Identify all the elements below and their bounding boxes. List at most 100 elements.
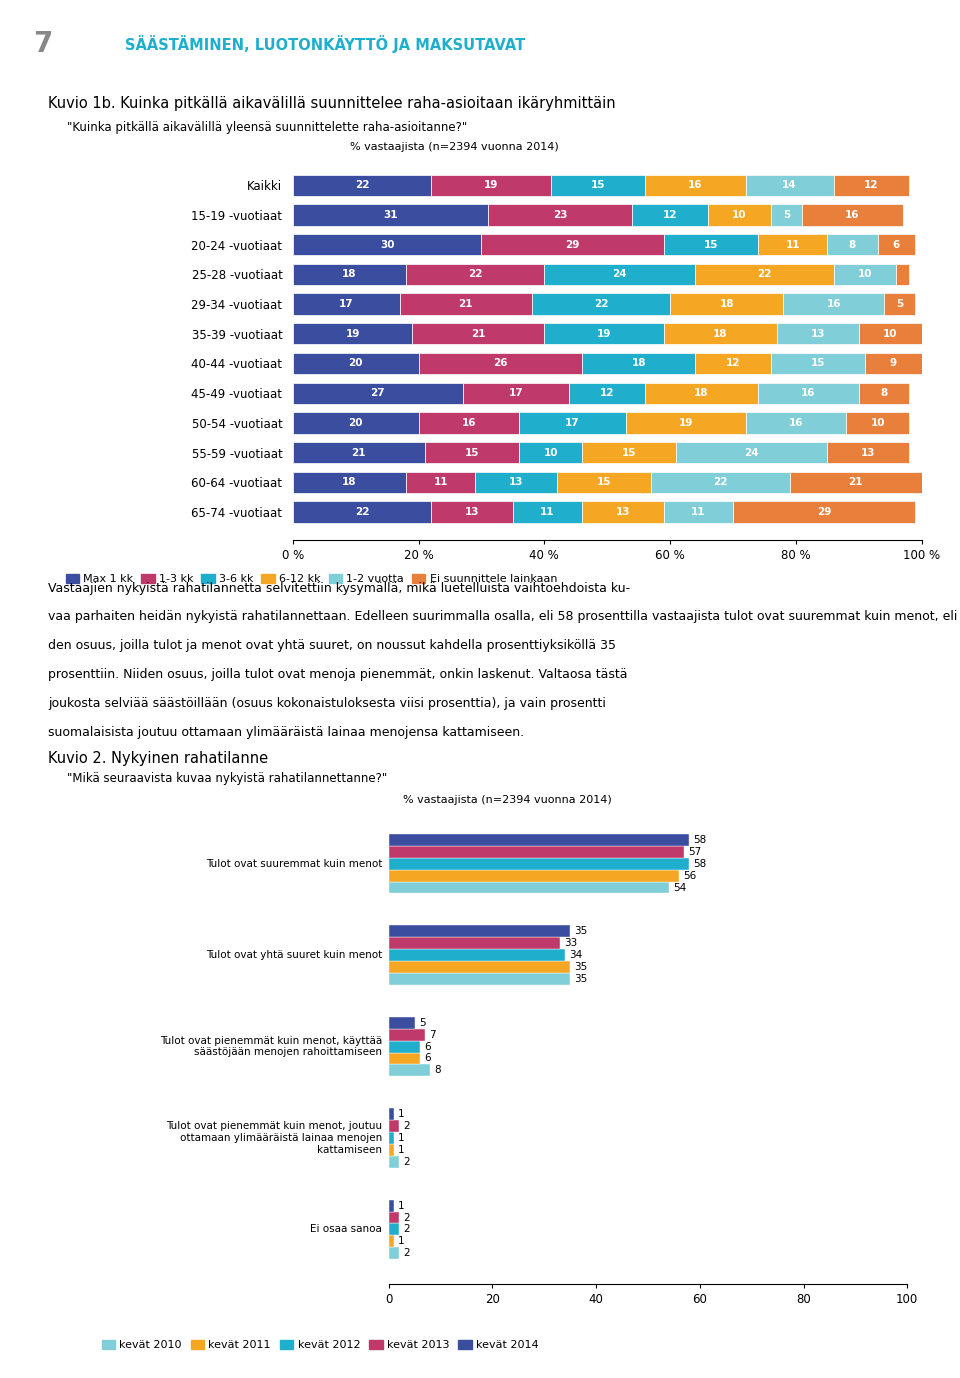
- Text: 21: 21: [459, 299, 473, 309]
- Text: 13: 13: [465, 507, 479, 517]
- Text: 16: 16: [462, 418, 476, 429]
- Bar: [293, 294, 399, 314]
- Text: % vastaajista (n=2394 vuonna 2014): % vastaajista (n=2394 vuonna 2014): [403, 795, 612, 805]
- Text: 57: 57: [688, 847, 702, 857]
- Bar: [425, 442, 519, 463]
- Text: 18: 18: [719, 299, 734, 309]
- Bar: [399, 294, 532, 314]
- Bar: [419, 353, 582, 375]
- Text: 1: 1: [398, 1200, 405, 1211]
- Text: Ei osaa sanoa: Ei osaa sanoa: [310, 1225, 382, 1235]
- Bar: [389, 937, 560, 949]
- Text: 6: 6: [424, 1042, 431, 1051]
- Legend: kevät 2010, kevät 2011, kevät 2012, kevät 2013, kevät 2014: kevät 2010, kevät 2011, kevät 2012, kevä…: [102, 1339, 539, 1350]
- Bar: [733, 502, 915, 522]
- Text: 5: 5: [782, 209, 790, 220]
- Text: 8: 8: [435, 1065, 441, 1075]
- Text: 13: 13: [861, 448, 876, 457]
- Text: 18: 18: [713, 329, 728, 339]
- Text: 2: 2: [403, 1225, 410, 1235]
- Text: 31: 31: [383, 209, 397, 220]
- Bar: [389, 926, 570, 937]
- Bar: [293, 502, 431, 522]
- Bar: [582, 353, 695, 375]
- Bar: [389, 1120, 399, 1133]
- Bar: [293, 442, 425, 463]
- Text: 21: 21: [849, 477, 863, 488]
- Text: 11: 11: [785, 240, 800, 249]
- Bar: [771, 353, 865, 375]
- Bar: [828, 234, 877, 255]
- Text: 10: 10: [883, 329, 898, 339]
- Text: 35: 35: [574, 926, 588, 937]
- Bar: [481, 234, 663, 255]
- Bar: [513, 502, 582, 522]
- Text: 35: 35: [574, 962, 588, 971]
- Bar: [569, 383, 645, 404]
- Text: 12: 12: [726, 358, 740, 368]
- Bar: [833, 175, 909, 196]
- Text: 10: 10: [543, 448, 558, 457]
- Bar: [293, 412, 419, 434]
- Text: suomalaisista joutuu ottamaan ylimääräistä lainaa menojensa kattamiseen.: suomalaisista joutuu ottamaan ylimääräis…: [48, 726, 524, 739]
- Text: 22: 22: [593, 299, 609, 309]
- Text: Tulot ovat pienemmät kuin menot, käyttää
säästöjään menojen rahoittamiseen: Tulot ovat pienemmät kuin menot, käyttää…: [159, 1036, 382, 1057]
- Text: 54: 54: [673, 882, 686, 893]
- Text: 19: 19: [597, 329, 612, 339]
- Text: 26: 26: [493, 358, 508, 368]
- Bar: [463, 383, 569, 404]
- Text: 13: 13: [615, 507, 630, 517]
- Text: 18: 18: [632, 358, 646, 368]
- Text: den osuus, joilla tulot ja menot ovat yhtä suuret, on noussut kahdella prosentti: den osuus, joilla tulot ja menot ovat yh…: [48, 639, 616, 652]
- Text: 19: 19: [679, 418, 693, 429]
- Bar: [389, 846, 684, 857]
- Text: 10: 10: [871, 418, 885, 429]
- Text: 8: 8: [849, 240, 856, 249]
- Text: 1: 1: [398, 1109, 405, 1119]
- Text: 58: 58: [694, 835, 707, 845]
- Bar: [532, 294, 670, 314]
- Text: 17: 17: [339, 299, 353, 309]
- Text: 15: 15: [810, 358, 825, 368]
- Bar: [389, 870, 679, 882]
- Bar: [789, 471, 922, 493]
- Text: vaa parhaiten heidän nykyistä rahatilannettaan. Edelleen suurimmalla osalla, eli: vaa parhaiten heidän nykyistä rahatilann…: [48, 610, 960, 623]
- Bar: [858, 322, 922, 344]
- Bar: [626, 412, 746, 434]
- Bar: [389, 1133, 394, 1144]
- Bar: [677, 442, 828, 463]
- Bar: [519, 412, 626, 434]
- Text: 35: 35: [574, 974, 588, 984]
- Text: 29: 29: [565, 240, 580, 249]
- Bar: [633, 204, 708, 226]
- Text: 19: 19: [346, 329, 360, 339]
- Text: 29: 29: [817, 507, 831, 517]
- Text: 1: 1: [398, 1145, 405, 1155]
- Bar: [897, 263, 909, 285]
- Text: "Kuinka pitkällä aikavälillä yleensä suunnittelette raha-asioitanne?": "Kuinka pitkällä aikavälillä yleensä suu…: [67, 121, 468, 134]
- Text: 20: 20: [348, 418, 363, 429]
- Bar: [419, 412, 519, 434]
- Bar: [389, 960, 570, 973]
- Text: 9: 9: [890, 358, 897, 368]
- Bar: [858, 383, 909, 404]
- Bar: [389, 1236, 394, 1247]
- Text: 15: 15: [622, 448, 636, 457]
- Text: 14: 14: [782, 181, 797, 190]
- Bar: [695, 263, 833, 285]
- Bar: [695, 353, 771, 375]
- Text: 19: 19: [484, 181, 498, 190]
- Bar: [389, 1040, 420, 1053]
- Text: 10: 10: [857, 269, 873, 280]
- Bar: [389, 949, 565, 960]
- Text: 27: 27: [371, 389, 385, 398]
- Text: 21: 21: [351, 448, 366, 457]
- Text: 22: 22: [757, 269, 772, 280]
- Bar: [846, 412, 909, 434]
- Text: 5: 5: [896, 299, 903, 309]
- Bar: [412, 322, 544, 344]
- Bar: [708, 204, 771, 226]
- Bar: [293, 263, 406, 285]
- Bar: [557, 471, 651, 493]
- Bar: [833, 263, 897, 285]
